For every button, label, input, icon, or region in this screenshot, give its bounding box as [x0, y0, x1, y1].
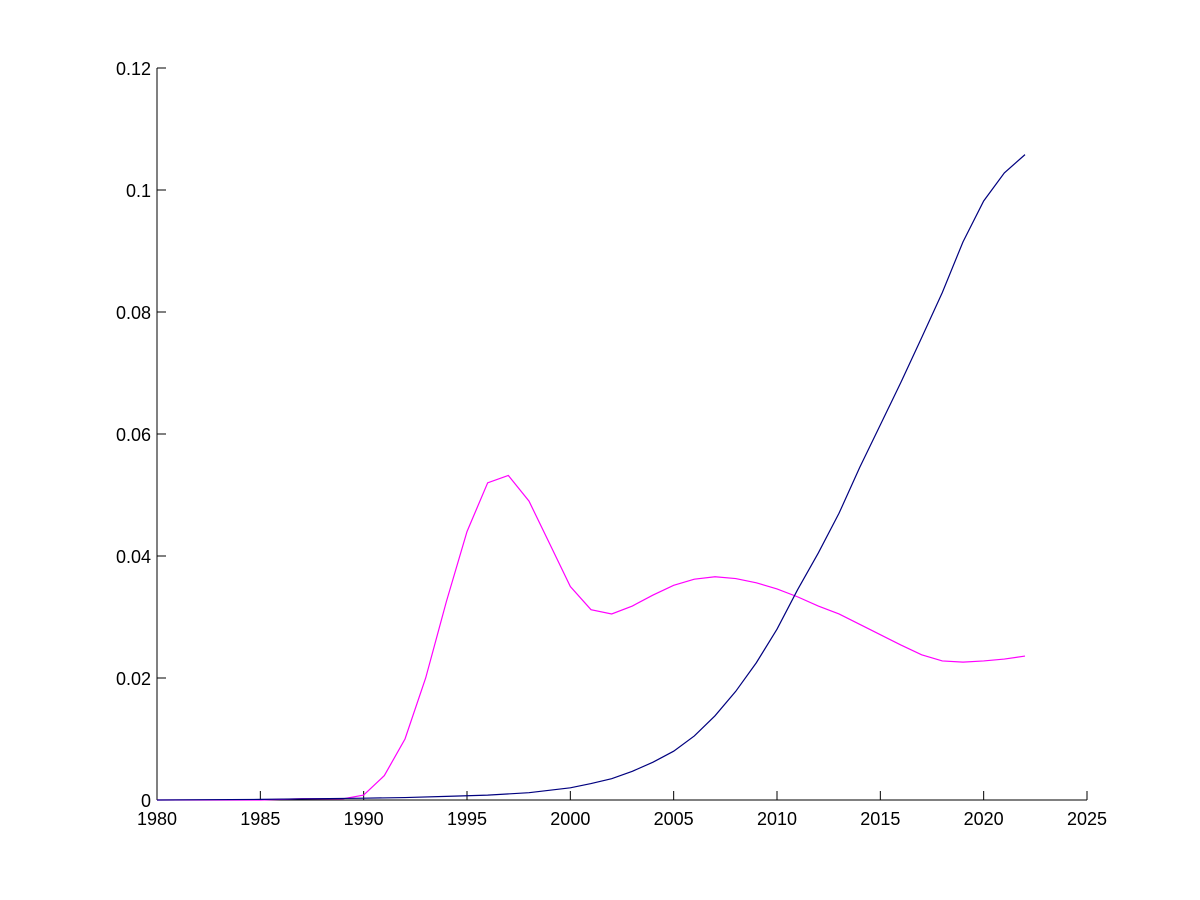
series-line-1 — [157, 474, 1026, 801]
y-tick-label: 0.06 — [116, 425, 151, 445]
x-tick-label: 2005 — [654, 809, 694, 829]
x-tick-label: 2025 — [1067, 809, 1107, 829]
y-tick-label: 0.08 — [116, 303, 151, 323]
y-tick-label: 0.02 — [116, 669, 151, 689]
y-tick-label: 0.1 — [126, 181, 151, 201]
y-tick-label: 0 — [141, 791, 151, 811]
series-line-2 — [156, 154, 1026, 801]
x-tick-label: 1980 — [137, 809, 177, 829]
x-tick-label: 1985 — [240, 809, 280, 829]
series-layer — [156, 154, 1026, 801]
x-tick-label: 2020 — [964, 809, 1004, 829]
x-tick-label: 2015 — [860, 809, 900, 829]
y-tick-label: 0.04 — [116, 547, 151, 567]
x-tick-label: 2000 — [550, 809, 590, 829]
x-tick-label: 1995 — [447, 809, 487, 829]
y-tick-label: 0.12 — [116, 59, 151, 79]
x-tick-label: 1990 — [344, 809, 384, 829]
x-tick-label: 2010 — [757, 809, 797, 829]
axes: 1980 1985 1990 1995 2000 2005 2010 2015 2020 2025… — [116, 59, 1107, 829]
